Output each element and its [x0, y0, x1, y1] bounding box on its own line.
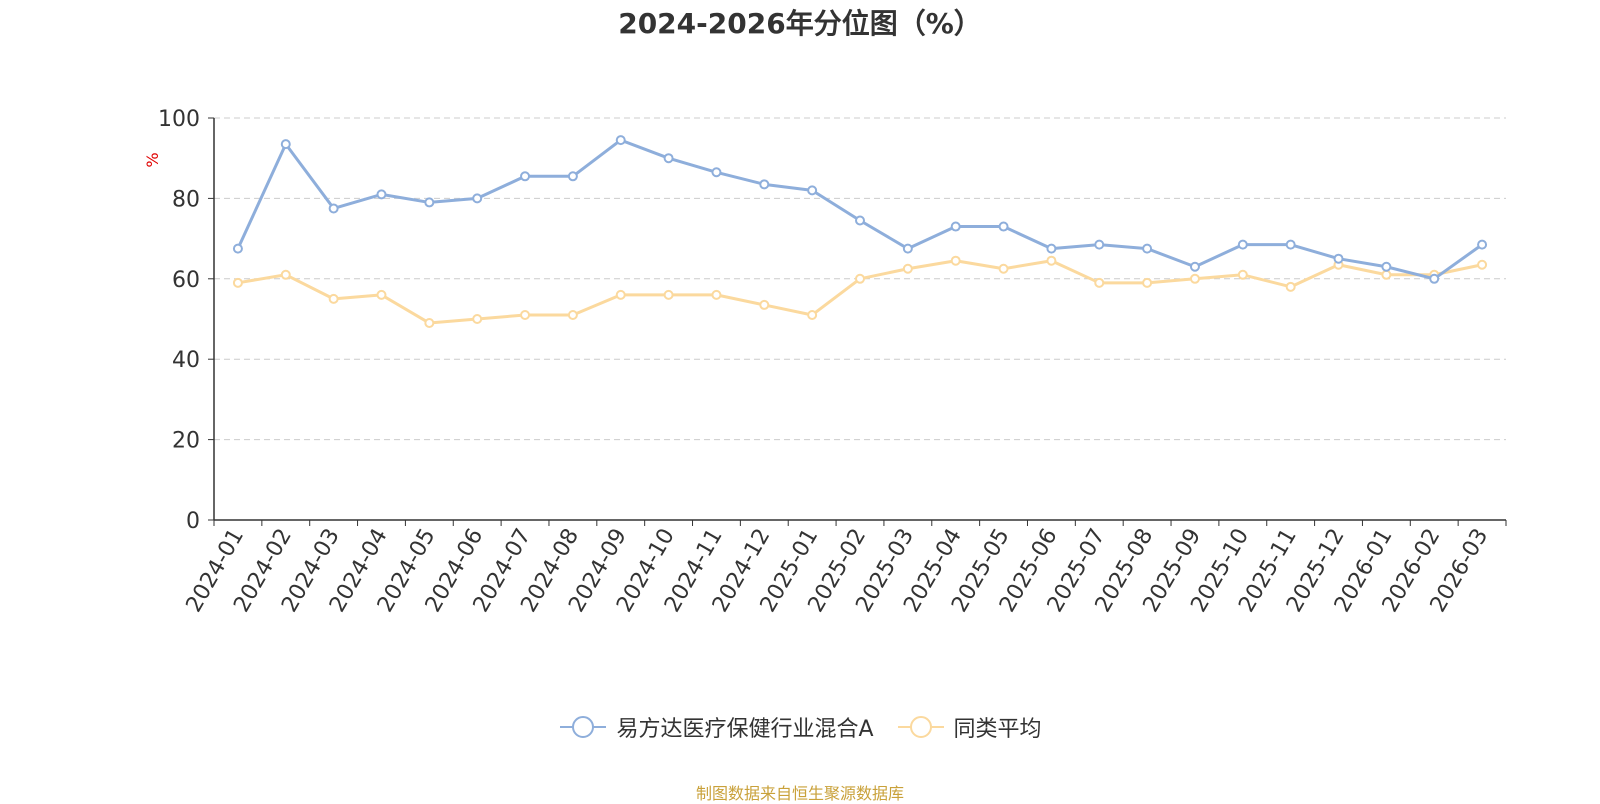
axes: 0204060801002024-012024-022024-032024-04…	[158, 107, 1507, 617]
data-point-s1-2025-06[interactable]	[1046, 255, 1057, 266]
data-point-s1-2024-09[interactable]	[615, 289, 626, 300]
data-point-s0-2026-03[interactable]	[1477, 239, 1488, 250]
y-axis-unit-label: %	[143, 152, 162, 167]
data-point-s1-2024-08[interactable]	[567, 309, 578, 320]
data-point-s0-2025-02[interactable]	[855, 215, 865, 226]
chart-title: 2024-2026年分位图（%）	[618, 7, 982, 40]
data-point-s0-2025-06[interactable]	[1046, 243, 1057, 254]
series-line-0	[236, 138, 1484, 281]
data-point-s1-2025-10[interactable]	[1237, 269, 1248, 280]
legend: 易方达医疗保健行业混合A 同类平均	[0, 712, 1600, 742]
data-point-s1-2025-07[interactable]	[1094, 277, 1105, 288]
y-tick-label-80: 80	[172, 187, 200, 212]
data-point-s0-2025-12[interactable]	[1333, 253, 1344, 264]
data-point-s0-2024-10[interactable]	[663, 153, 674, 164]
source-note: 制图数据来自恒生聚源数据库	[695, 784, 904, 803]
legend-average-label: 同类平均	[953, 717, 1042, 742]
data-point-s1-2024-12[interactable]	[759, 299, 770, 310]
data-point-s1-2025-11[interactable]	[1285, 281, 1296, 292]
data-point-s0-2025-09[interactable]	[1189, 261, 1200, 272]
legend-item-fund[interactable]: 易方达医疗保健行业混合A	[558, 711, 874, 743]
data-point-s1-2025-05[interactable]	[998, 263, 1009, 274]
data-point-s0-2024-08[interactable]	[567, 171, 578, 182]
data-point-s0-2024-07[interactable]	[520, 171, 531, 182]
series-lines	[232, 135, 1488, 329]
data-point-s0-2025-03[interactable]	[902, 243, 913, 254]
data-point-s1-2024-06[interactable]	[472, 314, 483, 324]
data-point-s0-2025-07[interactable]	[1094, 239, 1105, 250]
data-point-s0-2025-11[interactable]	[1285, 239, 1296, 250]
data-point-s1-2024-04[interactable]	[376, 289, 387, 300]
data-point-s0-2025-01[interactable]	[807, 185, 818, 196]
data-point-s0-2024-04[interactable]	[376, 189, 387, 200]
data-point-s1-2025-09[interactable]	[1189, 273, 1200, 284]
line-chart: 2024-2026年分位图（%） % 0204060801002024-0120…	[143, 7, 1507, 617]
data-point-s1-2026-01[interactable]	[1381, 269, 1392, 280]
data-point-s0-2025-05[interactable]	[998, 221, 1009, 232]
legend-item-average[interactable]: 同类平均	[896, 711, 1042, 743]
y-tick-label-20: 20	[172, 429, 200, 454]
data-point-s0-2024-09[interactable]	[615, 135, 626, 146]
data-point-s0-2024-05[interactable]	[424, 197, 435, 208]
data-point-s1-2024-07[interactable]	[520, 309, 531, 320]
data-point-s0-2025-10[interactable]	[1237, 239, 1248, 250]
y-tick-label-0: 0	[186, 509, 200, 534]
data-point-s1-2024-10[interactable]	[663, 289, 674, 300]
data-point-s1-2024-05[interactable]	[424, 318, 435, 329]
legend-fund-label: 易方达医疗保健行业混合A	[616, 717, 874, 742]
data-point-s1-2024-11[interactable]	[711, 289, 722, 300]
data-point-s0-2024-01[interactable]	[232, 243, 243, 254]
data-point-s0-2024-02[interactable]	[280, 139, 291, 150]
data-point-s0-2026-02[interactable]	[1429, 273, 1440, 284]
data-point-s1-2025-01[interactable]	[807, 309, 818, 320]
series-line-1	[236, 259, 1484, 325]
data-point-s1-2024-03[interactable]	[328, 293, 339, 304]
data-point-s1-2025-04[interactable]	[950, 255, 961, 266]
data-point-s0-2024-06[interactable]	[472, 193, 483, 204]
data-point-s1-2024-02[interactable]	[280, 269, 291, 280]
legend-fund-marker-icon	[560, 716, 607, 738]
data-point-s1-2026-03[interactable]	[1477, 259, 1488, 270]
data-point-s1-2025-02[interactable]	[855, 273, 865, 284]
data-point-s0-2024-11[interactable]	[711, 167, 722, 178]
data-point-s0-2025-04[interactable]	[950, 221, 961, 232]
data-point-s0-2025-08[interactable]	[1142, 243, 1153, 254]
data-point-s0-2026-01[interactable]	[1381, 261, 1392, 272]
data-point-s0-2024-03[interactable]	[328, 203, 339, 214]
data-point-s0-2024-12[interactable]	[759, 179, 770, 190]
y-tick-label-60: 60	[172, 268, 200, 293]
y-tick-label-40: 40	[172, 348, 200, 373]
data-point-s1-2024-01[interactable]	[232, 277, 243, 288]
legend-average-marker-icon	[897, 716, 944, 738]
y-tick-label-100: 100	[158, 107, 200, 132]
data-point-s1-2025-03[interactable]	[902, 263, 913, 274]
data-point-s1-2025-08[interactable]	[1142, 277, 1153, 288]
